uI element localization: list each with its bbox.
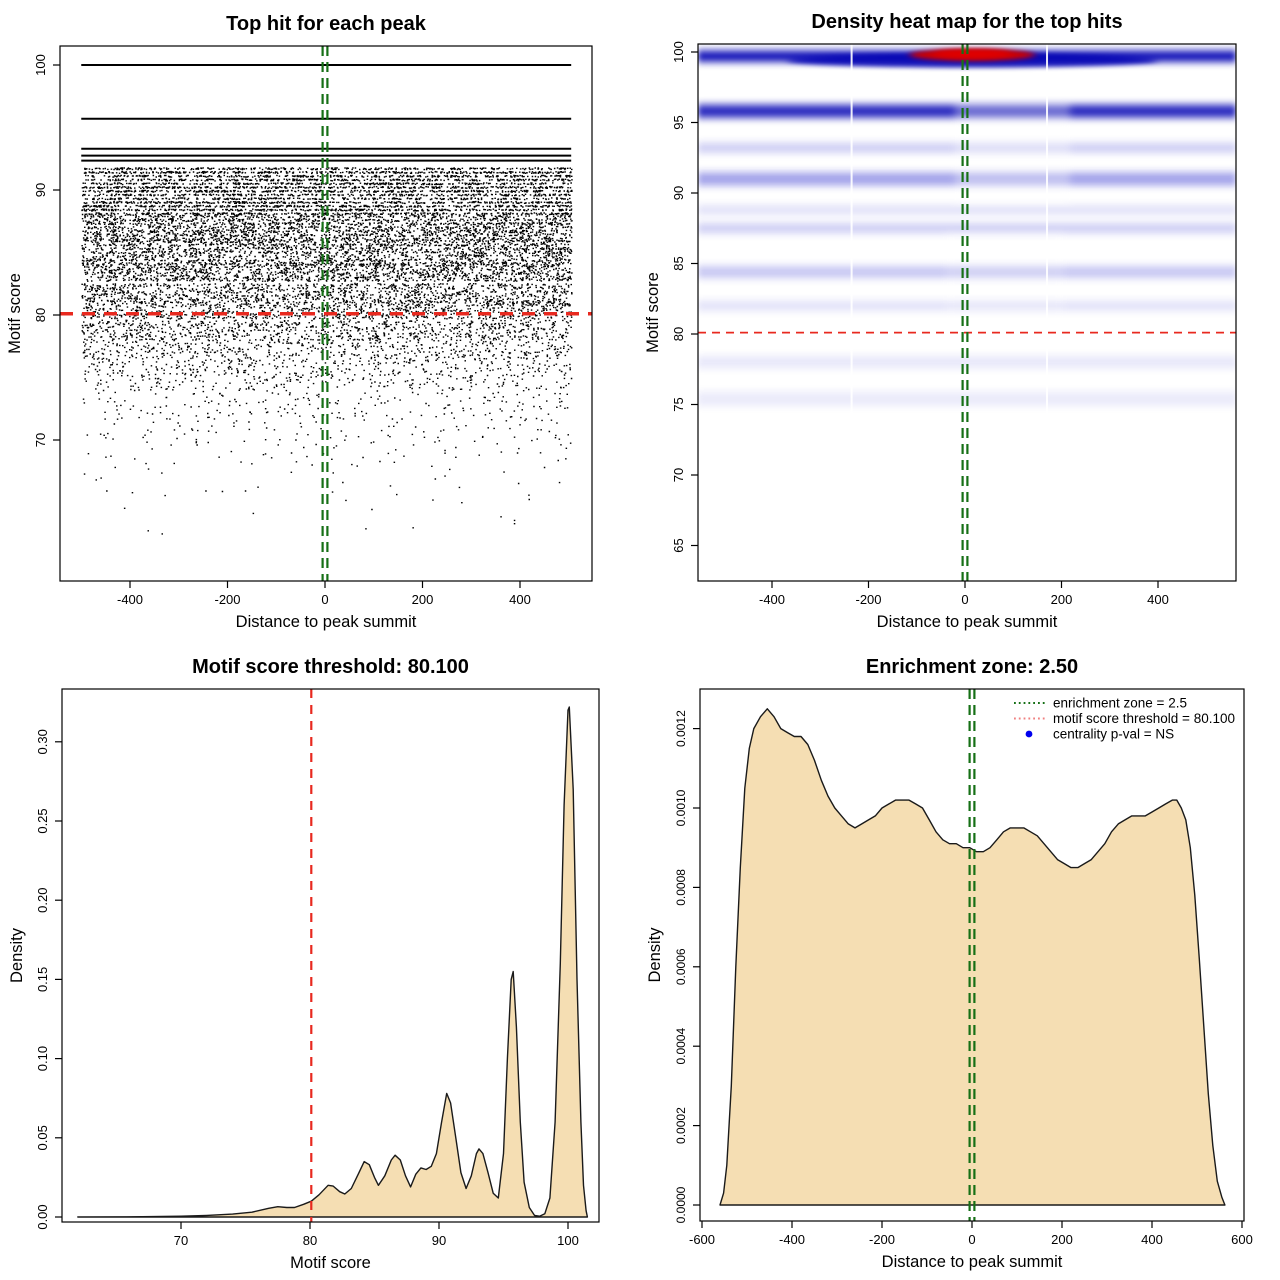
x-tick-label: 200 [1051, 1232, 1073, 1247]
x-tick-label: -400 [117, 592, 143, 607]
y-tick-label: 0.0000 [674, 1186, 688, 1223]
red-hotspot-core [933, 49, 1012, 58]
x-tick-label: 0 [961, 592, 968, 607]
y-tick-label: 70 [33, 433, 48, 447]
y-tick-label: 0.25 [35, 808, 50, 833]
x-tick-label: 90 [432, 1233, 446, 1248]
y-tick-label: 0.0010 [674, 789, 688, 826]
panel-title: Enrichment zone: 2.50 [866, 656, 1078, 678]
x-axis-title: Distance to peak summit [877, 613, 1058, 631]
legend-label: motif score threshold = 80.100 [1053, 711, 1235, 726]
y-tick-label: 0.20 [35, 888, 50, 913]
white-gridline [1046, 44, 1049, 444]
x-tick-label: 400 [1147, 592, 1169, 607]
y-tick-label: 0.10 [35, 1046, 50, 1071]
y-tick-label: 85 [671, 256, 686, 270]
panel-title: Top hit for each peak [226, 13, 427, 35]
panel-top-hit-scatter: -400 -200 0 200 400 70 80 90 100 Distance to peak… [6, 13, 593, 631]
legend-blue-point-symbol [1025, 730, 1033, 738]
y-tick-label: 90 [671, 186, 686, 200]
y-tick-label: 0.30 [35, 729, 50, 754]
y-tick-label: 0.00 [35, 1204, 50, 1229]
white-gridline [850, 44, 853, 444]
x-tick-label: 200 [412, 592, 434, 607]
y-tick-label: 0.0012 [674, 710, 688, 747]
y-axis-title: Density [646, 927, 664, 983]
x-axis-title: Motif score [290, 1254, 371, 1272]
x-tick-label: 100 [557, 1233, 579, 1248]
x-tick-label: -600 [689, 1232, 715, 1247]
x-tick-label: -200 [869, 1232, 895, 1247]
y-tick-label: 80 [33, 308, 48, 322]
x-tick-label: 0 [968, 1232, 975, 1247]
y-tick-label: 0.05 [35, 1125, 50, 1150]
y-tick-label: 65 [671, 538, 686, 552]
plot-box [61, 688, 600, 1223]
x-tick-label: -200 [214, 592, 240, 607]
plot-box [697, 43, 1237, 582]
x-axis-title: Distance to peak summit [236, 613, 417, 631]
x-tick-label: 600 [1231, 1232, 1253, 1247]
x-tick-label: -400 [779, 1232, 805, 1247]
y-tick-label: 90 [33, 183, 48, 197]
y-tick-label: 100 [671, 41, 686, 63]
density-band [698, 356, 1236, 369]
panel-title: Motif score threshold: 80.100 [192, 656, 469, 678]
y-axis-title: Density [8, 927, 26, 983]
y-axis-title: Motif score [644, 272, 662, 353]
light-patch [945, 230, 1065, 330]
y-tick-label: 0.0008 [674, 869, 688, 906]
density-curve [719, 708, 1226, 1206]
y-tick-label: 0.15 [35, 967, 50, 992]
x-tick-label: 80 [303, 1233, 317, 1248]
x-axis-title: Distance to peak summit [882, 1253, 1063, 1271]
plot-box [59, 45, 593, 582]
x-tick-label: 400 [509, 592, 531, 607]
x-tick-label: 400 [1141, 1232, 1163, 1247]
x-tick-label: 0 [321, 592, 328, 607]
y-tick-label: 0.0006 [674, 948, 688, 985]
panel-motif-score-density: 70 80 90 100 0.00 0.05 0.10 0.15 0.20 0.25 0.30 Mot… [8, 656, 600, 1272]
panel-title: Density heat map for the top hits [811, 11, 1122, 33]
y-tick-label: 75 [671, 397, 686, 411]
x-tick-label: 200 [1051, 592, 1073, 607]
panel-density-heatmap: -400 -200 0 200 400 65 70 75 80 85 90 95 100 Distance… [644, 11, 1237, 631]
y-tick-label: 95 [671, 115, 686, 129]
y-tick-label: 70 [671, 468, 686, 482]
legend-label: centrality p-val = NS [1053, 727, 1174, 742]
y-tick-label: 100 [33, 54, 48, 76]
y-tick-label: 0.0002 [674, 1107, 688, 1144]
x-tick-label: -200 [855, 592, 881, 607]
y-axis-title: Motif score [6, 273, 24, 354]
x-tick-label: -400 [759, 592, 785, 607]
light-patch [955, 100, 1070, 205]
y-tick-label: 0.0004 [674, 1028, 688, 1065]
legend-label: enrichment zone = 2.5 [1053, 696, 1187, 711]
density-curve [77, 706, 589, 1218]
y-tick-label: 80 [671, 327, 686, 341]
x-tick-label: 70 [174, 1233, 188, 1248]
